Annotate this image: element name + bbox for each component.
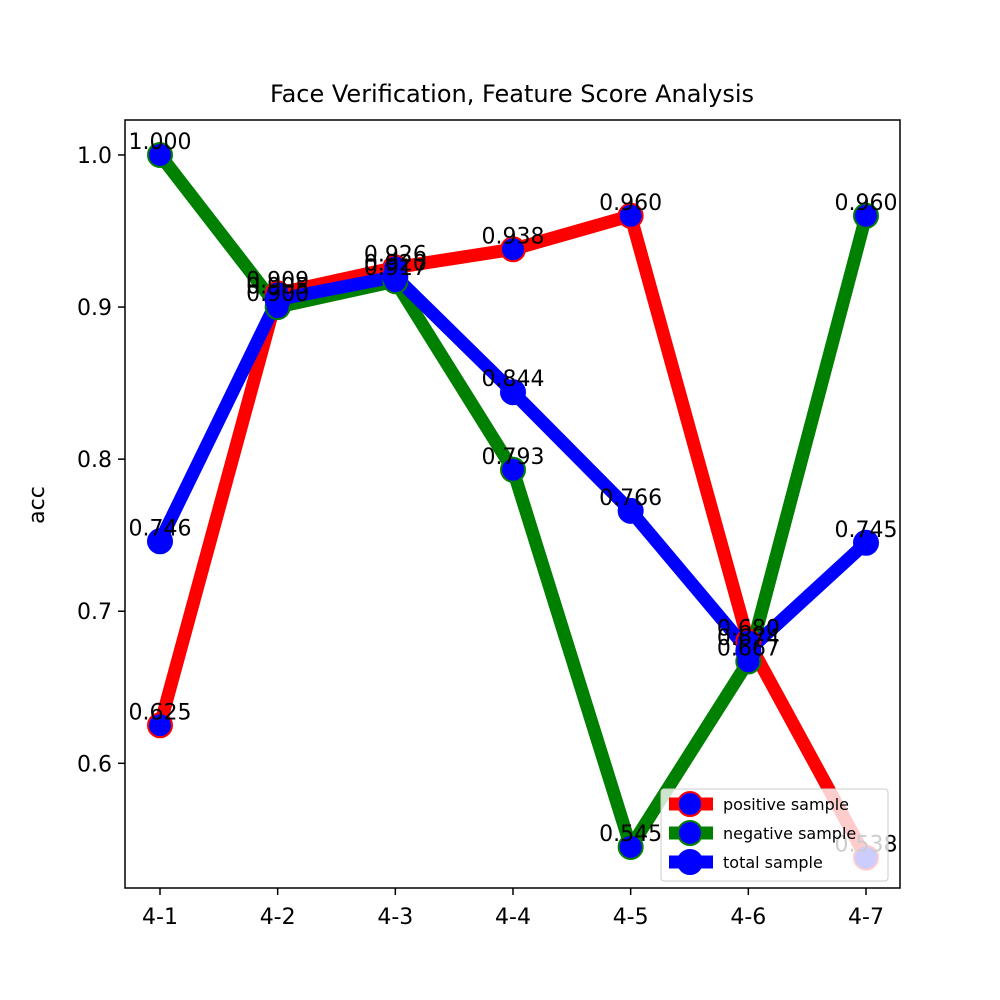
data-label: 0.938 — [482, 224, 545, 249]
data-label: 0.960 — [835, 191, 898, 216]
data-label: 0.909 — [246, 268, 309, 293]
data-label: 0.746 — [129, 516, 192, 541]
data-point-1-3 — [500, 456, 526, 483]
x-tick-label: 4-7 — [848, 905, 884, 930]
data-label: 0.926 — [364, 243, 427, 268]
data-point-0-3 — [500, 236, 526, 263]
axes: 4-1 4-2 4-3 4-4 4-5 4-6 4-7 0.6 0.7 0.8 0.9 1.0 — [77, 144, 884, 930]
data-point-0-0 — [147, 712, 173, 739]
x-tick-label: 4-2 — [260, 905, 296, 930]
y-tick-label: 0.8 — [77, 448, 112, 473]
data-label: 0.920 — [364, 252, 427, 277]
data-point-1-4 — [617, 833, 644, 860]
data-label: 0.844 — [482, 367, 545, 392]
legend-label-1: negative sample — [723, 824, 856, 843]
data-label: 0.674 — [717, 626, 780, 651]
data-label: 0.793 — [482, 445, 545, 470]
data-point-0-4 — [617, 202, 644, 229]
data-label: 0.680 — [717, 617, 780, 642]
legend-label-0: positive sample — [723, 795, 849, 814]
legend-swatch-marker-1 — [677, 820, 703, 846]
x-tick-label: 4-5 — [613, 905, 649, 930]
legend-swatch-marker-2 — [677, 849, 703, 875]
data-point-2-6 — [853, 529, 879, 556]
data-point-2-2 — [382, 263, 409, 290]
data-label: 1.000 — [129, 130, 192, 155]
data-point-2-3 — [500, 379, 526, 406]
plot-area: 0.6250.9090.9260.9380.9600.6800.5381.000… — [129, 130, 898, 871]
x-tick-label: 4-3 — [377, 905, 413, 930]
y-tick-label: 0.9 — [77, 296, 112, 321]
x-tick-label: 4-1 — [142, 905, 178, 930]
data-point-1-6 — [853, 202, 879, 229]
y-tick-label: 0.7 — [77, 600, 112, 625]
data-label: 0.625 — [129, 700, 192, 725]
legend-box — [660, 788, 889, 882]
legend-swatch-marker-0 — [677, 791, 703, 817]
y-axis-label: acc — [25, 486, 50, 524]
data-label: 0.766 — [599, 486, 662, 511]
data-point-2-1 — [264, 286, 291, 313]
legend-label-2: total sample — [723, 853, 823, 872]
data-point-2-0 — [147, 528, 173, 555]
data-point-1-0 — [147, 141, 173, 168]
chart-title: Face Verification, Feature Score Analysi… — [270, 80, 754, 108]
data-label: 0.917 — [364, 256, 427, 281]
legend: positive sample negative sample total samp… — [660, 788, 889, 882]
y-tick-label: 1.0 — [77, 144, 112, 169]
data-label: 0.745 — [835, 518, 898, 543]
x-tick-label: 4-4 — [495, 905, 531, 930]
y-tick-label: 0.6 — [77, 752, 112, 777]
data-point-2-4 — [617, 497, 644, 524]
x-tick-label: 4-6 — [730, 905, 766, 930]
data-label: 0.667 — [717, 636, 780, 661]
data-label: 0.545 — [599, 822, 662, 847]
data-label: 0.960 — [599, 191, 662, 216]
data-point-2-5 — [735, 637, 762, 664]
data-label: 0.905 — [246, 274, 309, 299]
data-label: 0.900 — [246, 282, 309, 307]
